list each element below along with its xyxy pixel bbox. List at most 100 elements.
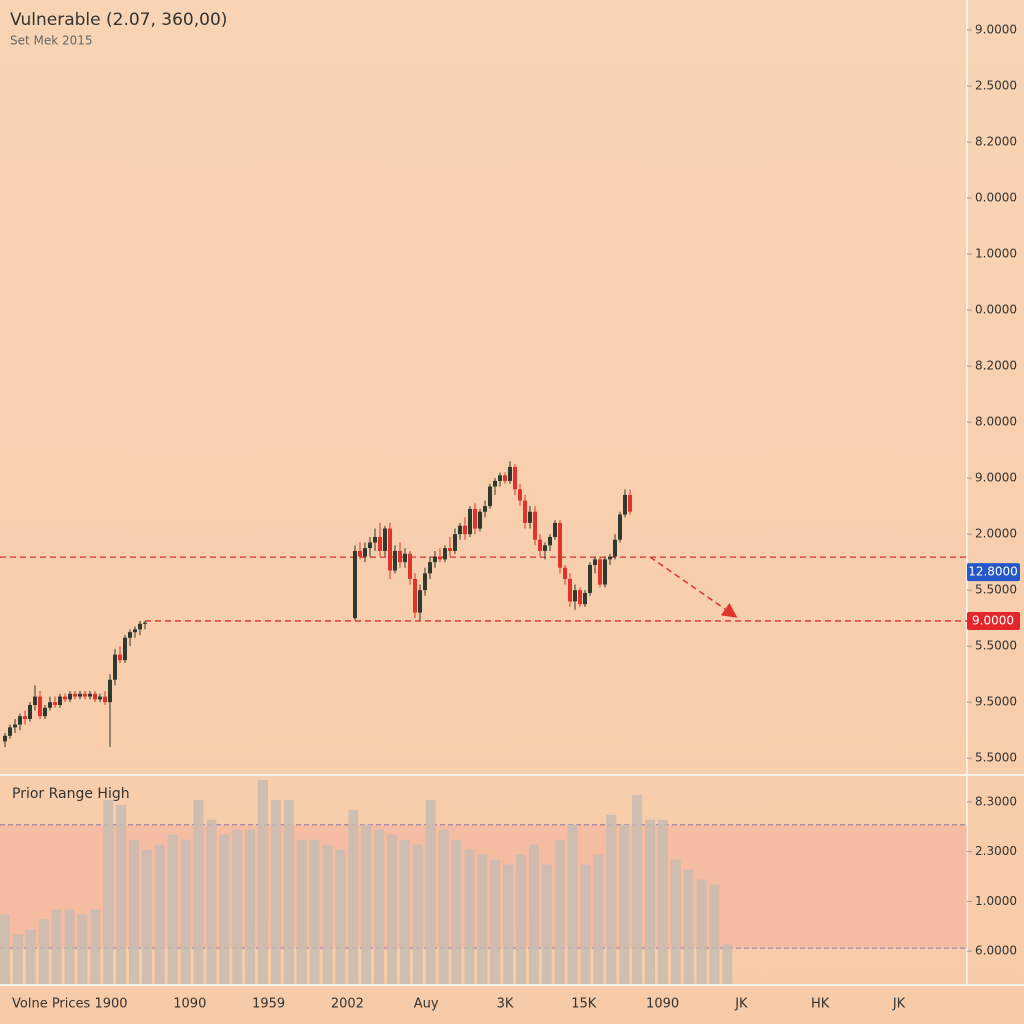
candle-body	[38, 696, 42, 717]
volume-bar	[116, 804, 127, 984]
candle-body	[388, 528, 392, 571]
candle-body	[603, 559, 607, 585]
level-label: 12.8000	[968, 565, 1018, 579]
y-tick-label: 8.0000	[975, 415, 1017, 429]
candle-body	[58, 696, 62, 705]
x-tick-label: JK	[892, 997, 906, 1012]
volume-bar	[0, 914, 10, 984]
candle-body	[473, 508, 477, 529]
volume-bar	[38, 919, 49, 984]
volume-bar	[399, 839, 410, 984]
candle-body	[458, 525, 462, 535]
volume-bar	[154, 844, 165, 984]
volume-bar	[335, 849, 346, 984]
volume-bar	[438, 829, 449, 984]
volume-bar	[25, 929, 36, 984]
candle-body	[23, 716, 27, 719]
candle-body	[623, 494, 627, 515]
candle-body	[468, 508, 472, 535]
candle-body	[63, 696, 67, 700]
volume-bar	[296, 839, 307, 984]
y-tick-label: 5.5000	[975, 751, 1017, 765]
x-axis-title: Volne Prices	[12, 997, 91, 1012]
candle-body	[463, 525, 467, 535]
x-tick-label: 1090	[646, 997, 679, 1012]
candle-body	[53, 702, 57, 705]
volume-bar	[258, 779, 268, 984]
volume-bar	[90, 909, 101, 984]
volume-bar	[51, 909, 62, 984]
candle-body	[493, 480, 497, 487]
volume-bar	[516, 854, 526, 984]
x-tick-label: HK	[811, 997, 830, 1012]
candle-body	[3, 735, 7, 742]
candle-body	[438, 556, 442, 560]
candle-body	[523, 500, 527, 523]
y-tick-label: 8.2000	[975, 135, 1017, 149]
candle-body	[393, 550, 397, 571]
candle-body	[593, 559, 597, 565]
volume-bar	[709, 884, 720, 984]
volume-bar	[193, 799, 204, 984]
candle-body	[613, 539, 617, 557]
candle-body	[73, 693, 77, 697]
volume-bar	[567, 824, 578, 984]
candle-body	[98, 696, 102, 700]
candle-body	[483, 506, 487, 512]
volume-bar	[503, 864, 514, 984]
volume-bar	[670, 859, 681, 984]
y-tick-label: 9.5000	[975, 695, 1017, 709]
candle-body	[103, 696, 107, 703]
x-tick-label: 3K	[497, 997, 514, 1012]
panel-title: Prior Range High	[12, 786, 130, 802]
volume-bar	[361, 824, 372, 984]
y-tick-label: 2.3000	[975, 844, 1017, 858]
candle-body	[433, 556, 437, 563]
candle-body	[563, 567, 567, 579]
volume-bar	[541, 864, 552, 984]
volume-bar	[283, 799, 294, 984]
candle-body	[548, 536, 552, 546]
candle-body	[68, 693, 72, 700]
volume-bar	[554, 839, 565, 984]
candle-body	[33, 696, 37, 705]
candle-body	[588, 564, 592, 593]
candle-body	[113, 654, 117, 680]
volume-bar	[167, 834, 178, 984]
volume-bar	[412, 844, 423, 984]
y-tick-label: 1.0000	[975, 894, 1017, 908]
candle-body	[428, 562, 432, 574]
volume-bar	[219, 834, 230, 984]
candle-body	[518, 489, 522, 501]
volume-bar	[206, 819, 217, 984]
candle-body	[83, 693, 87, 697]
volume-bar	[464, 849, 475, 984]
volume-bar	[64, 909, 75, 984]
volume-bar	[645, 819, 655, 984]
candle-body	[358, 550, 362, 557]
candle-body	[398, 550, 402, 563]
candle-body	[453, 534, 457, 551]
y-tick-label: 9.0000	[975, 23, 1017, 37]
candle-body	[8, 727, 12, 736]
candle-body	[373, 536, 377, 543]
candle-body	[118, 654, 122, 661]
volume-bar	[425, 799, 436, 984]
candle-body	[478, 511, 482, 529]
y-tick-label: 1.0000	[975, 247, 1017, 261]
chart-title: Vulnerable (2.07, 360,00)	[10, 10, 227, 30]
candle-body	[598, 559, 602, 585]
candle-body	[93, 693, 97, 700]
candle-body	[133, 629, 137, 633]
volume-bar	[180, 839, 191, 984]
candle-body	[568, 578, 572, 602]
level-badge	[967, 563, 1020, 582]
candle-body	[543, 545, 547, 551]
y-tick-label: 0.0000	[975, 303, 1017, 317]
x-tick-label: 1900	[94, 997, 127, 1012]
candle-body	[443, 548, 447, 560]
candle-body	[448, 548, 452, 551]
candle-body	[128, 632, 132, 638]
candle-body	[558, 522, 562, 568]
